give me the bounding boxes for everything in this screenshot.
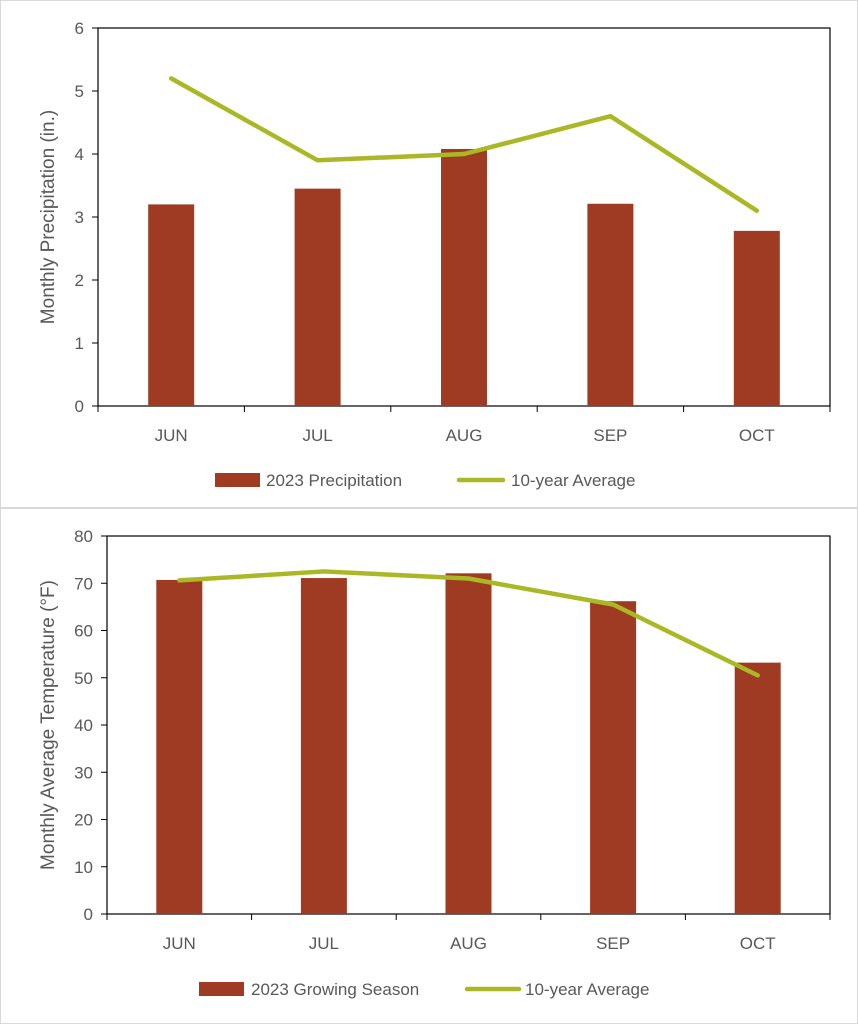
temp-y-tick-label: 30 (74, 763, 93, 782)
temp-category-label: OCT (740, 934, 776, 953)
temp-bar-jun (156, 579, 203, 914)
temp-y-tick-label: 70 (74, 574, 93, 593)
precip-y-axis-title: Monthly Precipitation (in.) (38, 110, 59, 324)
precip-category-label: JUN (155, 426, 188, 445)
precip-y-tick-label: 4 (75, 145, 84, 164)
temp-legend-line-label: 10-year Average (525, 980, 649, 999)
precip-category-label: OCT (739, 426, 775, 445)
precip-category-label: AUG (446, 426, 483, 445)
temp-bar-sep (590, 601, 637, 914)
precip-y-tick-label: 3 (75, 208, 84, 227)
precip-legend-line-label: 10-year Average (511, 471, 635, 490)
temp-bar-oct (734, 662, 781, 914)
precip-bar-aug (441, 148, 487, 406)
temp-y-tick-label: 10 (74, 858, 93, 877)
precipitation-chart-panel: 0 1 2 3 4 5 6 JUN JUL AUG SEP OCT Monthly Precipitat… (0, 0, 858, 508)
temp-category-label: SEP (596, 934, 630, 953)
temp-y-tick-label: 0 (84, 905, 93, 924)
precip-average-line (168, 76, 760, 213)
precip-legend-bar-swatch (215, 473, 260, 487)
precip-bar-jun (148, 204, 195, 406)
temp-category-label: AUG (450, 934, 487, 953)
precip-y-tick-label: 6 (75, 19, 84, 38)
precip-y-tick-label: 0 (75, 397, 84, 416)
precip-category-label: SEP (593, 426, 627, 445)
precip-y-tick-label: 2 (75, 271, 84, 290)
temp-y-tick-label: 60 (74, 622, 93, 641)
temperature-chart: 0 10 20 30 40 50 60 70 80 JUN JUL AUG SEP OCT Monthly … (38, 527, 831, 999)
precip-bar-jul (294, 188, 341, 406)
precip-y-tick-label: 1 (75, 334, 84, 353)
precip-category-label: JUL (302, 426, 332, 445)
precip-bar-oct (733, 230, 780, 406)
temp-legend-bar-label: 2023 Growing Season (251, 980, 419, 999)
precip-legend-bar-label: 2023 Precipitation (266, 471, 402, 490)
temp-category-label: JUL (309, 934, 339, 953)
temp-bar-jul (300, 578, 347, 914)
temp-y-axis-title: Monthly Average Temperature (°F) (38, 580, 59, 870)
temp-y-tick-label: 80 (74, 527, 93, 546)
temp-legend-bar-swatch (199, 982, 244, 996)
precipitation-chart: 0 1 2 3 4 5 6 JUN JUL AUG SEP OCT Monthly Precipitat… (38, 19, 831, 490)
temp-category-label: JUN (163, 934, 196, 953)
temp-y-tick-label: 20 (74, 811, 93, 830)
temp-bar-aug (445, 573, 492, 914)
temp-y-tick-label: 40 (74, 716, 93, 735)
precip-y-tick-label: 5 (75, 82, 84, 101)
precip-bar-sep (587, 203, 634, 406)
temp-y-tick-label: 50 (74, 669, 93, 688)
temperature-chart-panel: 0 10 20 30 40 50 60 70 80 JUN JUL AUG SEP OCT Monthly … (0, 508, 858, 1024)
temp-average-line (177, 569, 760, 678)
